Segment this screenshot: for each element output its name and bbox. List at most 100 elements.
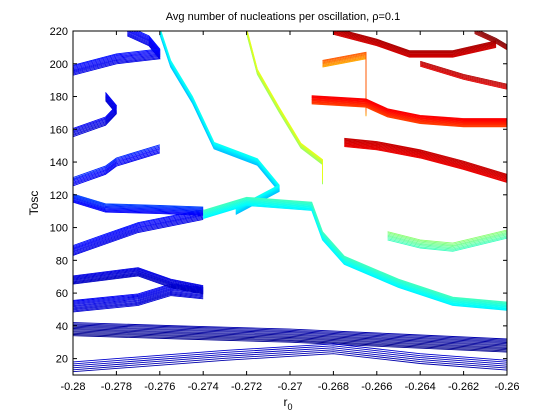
contour-line — [73, 272, 204, 292]
contour-line — [387, 235, 507, 250]
contour-line — [420, 62, 507, 87]
contour-line — [73, 274, 204, 294]
contour-line — [73, 33, 161, 74]
contour-line — [73, 347, 507, 367]
contour-line — [311, 95, 507, 120]
contour-line — [73, 349, 507, 369]
contour-line — [474, 32, 507, 50]
contour-line — [341, 31, 497, 52]
x-axis-ticks: -0.28 -0.278 -0.276 -0.274 -0.272 -0.27 -0.268… — [60, 31, 520, 393]
contour-line — [73, 35, 161, 76]
contour-line — [73, 334, 507, 352]
contour-line — [344, 140, 507, 178]
contour-line — [311, 97, 507, 122]
contour-line — [73, 290, 204, 309]
contour-line — [387, 237, 507, 252]
contour-line — [474, 33, 507, 51]
contour-line — [73, 197, 204, 212]
contour-line — [73, 270, 204, 290]
contour-line — [344, 143, 507, 180]
contour-line — [311, 97, 507, 121]
contour-line — [73, 100, 118, 138]
contour-line — [73, 31, 161, 71]
contour-line — [73, 209, 204, 247]
contour-line — [73, 92, 118, 129]
contour-line — [73, 193, 204, 208]
contour-line — [73, 273, 204, 293]
contour-line — [311, 102, 507, 127]
contour-line — [73, 267, 204, 287]
contour-line — [73, 326, 507, 345]
contour-line — [344, 145, 507, 183]
contour-line — [344, 139, 507, 177]
contour-line — [73, 213, 204, 251]
contour-line — [73, 335, 507, 353]
x-tick-label: -0.266 — [361, 381, 392, 393]
contour-line — [73, 95, 118, 133]
contour-line — [474, 31, 507, 48]
contour-line — [73, 268, 204, 288]
contour-line — [344, 31, 497, 52]
contour-line — [73, 199, 204, 214]
contour-line — [73, 325, 507, 343]
contour-line — [73, 201, 204, 216]
y-tick-label: 60 — [56, 288, 68, 300]
contour-line — [73, 147, 160, 182]
contour-line — [333, 33, 497, 58]
contour-line — [420, 64, 507, 89]
contour-line — [333, 31, 497, 55]
contour-line — [338, 31, 497, 53]
contour-line — [73, 198, 204, 213]
y-tick-label: 140 — [50, 157, 68, 169]
contour-line — [311, 100, 507, 125]
contour-line — [73, 31, 161, 66]
contour-line — [73, 269, 204, 289]
contour-line — [387, 229, 507, 244]
contour-line — [73, 291, 204, 310]
y-tick-label: 160 — [50, 124, 68, 136]
contour-line — [420, 60, 507, 85]
contour-line — [73, 94, 118, 132]
contour-line — [73, 218, 204, 256]
contour-line — [73, 210, 204, 248]
contour-line — [73, 214, 204, 252]
contour-line — [73, 343, 507, 363]
contour-line — [73, 195, 204, 210]
contour-line — [73, 331, 507, 349]
contour-line — [420, 61, 507, 86]
contour-line — [311, 96, 507, 121]
contour-line — [344, 140, 507, 178]
contour-line — [387, 236, 507, 251]
contour-line — [73, 199, 204, 214]
contour-line — [344, 144, 507, 182]
contour-line — [73, 216, 204, 254]
contour-line — [73, 353, 507, 373]
contour-line — [73, 152, 160, 187]
contour-line — [344, 146, 507, 183]
contour-lines — [73, 31, 507, 373]
contour-line — [311, 102, 507, 127]
contour-line — [387, 234, 507, 249]
contour-line — [73, 211, 204, 249]
contour-line — [203, 196, 507, 303]
contour-line — [73, 151, 160, 186]
contour-line — [73, 293, 204, 311]
y-tick-label: 20 — [56, 354, 68, 366]
contour-line — [73, 294, 204, 312]
x-tick-label: -0.276 — [144, 381, 175, 393]
contour-line — [387, 233, 507, 248]
contour-line — [73, 194, 204, 209]
contour-line — [73, 99, 118, 136]
contour-line — [322, 51, 367, 110]
contour-line — [73, 96, 118, 134]
x-tick-label: -0.274 — [188, 381, 219, 393]
contour-line — [311, 101, 507, 126]
contour-line — [344, 142, 507, 180]
contour-line — [474, 31, 507, 49]
contour-line — [73, 329, 507, 347]
contour-line — [73, 93, 118, 131]
x-tick-label: -0.26 — [494, 381, 519, 393]
contour-line — [73, 345, 507, 365]
contour-line — [73, 351, 507, 371]
